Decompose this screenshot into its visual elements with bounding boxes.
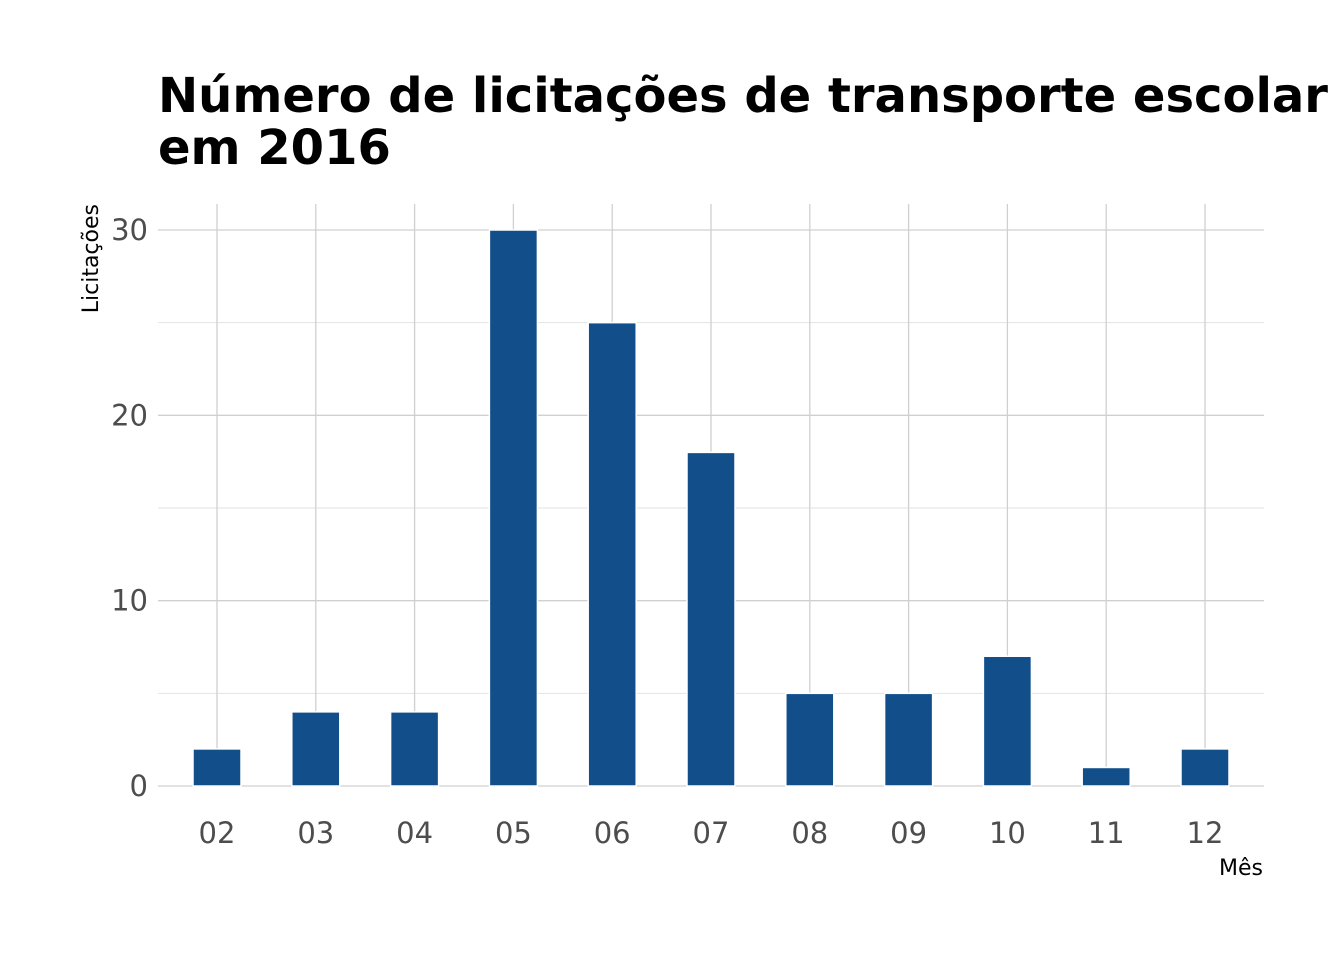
chart-title-line-2: em 2016 — [158, 120, 391, 176]
x-tick-label: 11 — [1088, 816, 1125, 850]
chart-title: Número de licitações de transporte escol… — [158, 70, 1328, 174]
bar-08 — [785, 692, 835, 787]
bar-11 — [1081, 766, 1131, 787]
y-axis-title: Licitações — [79, 204, 104, 313]
x-tick-label: 12 — [1187, 816, 1224, 850]
bar-10 — [982, 655, 1033, 787]
bar-07 — [686, 451, 736, 787]
chart-title-line-1: Número de licitações de transporte escol… — [158, 68, 1328, 124]
x-tick-label: 02 — [199, 816, 236, 850]
x-tick-label: 03 — [297, 816, 334, 850]
bar-09 — [883, 692, 934, 787]
bar-03 — [291, 711, 341, 787]
x-axis-title: Mês — [1219, 856, 1263, 881]
x-tick-label: 09 — [890, 816, 927, 850]
x-tick-label: 04 — [396, 816, 433, 850]
x-tick-label: 07 — [693, 816, 730, 850]
y-tick-labels: 0 10 20 30 — [111, 213, 148, 803]
y-tick-label: 10 — [111, 584, 148, 618]
x-tick-label: 05 — [495, 816, 532, 850]
bar-04 — [389, 711, 440, 787]
y-tick-label: 20 — [111, 398, 148, 432]
x-tick-label: 10 — [989, 816, 1026, 850]
y-tick-label: 30 — [111, 213, 148, 247]
y-tick-label: 0 — [130, 769, 148, 803]
bar-12 — [1180, 748, 1230, 787]
bar-05 — [488, 229, 539, 787]
bars — [192, 229, 1230, 787]
x-tick-label: 08 — [791, 816, 828, 850]
x-tick-label: 06 — [594, 816, 631, 850]
bar-02 — [192, 748, 242, 787]
bar-06 — [587, 321, 637, 787]
x-tick-labels: 02 03 04 05 06 07 08 09 10 11 12 — [199, 816, 1224, 850]
